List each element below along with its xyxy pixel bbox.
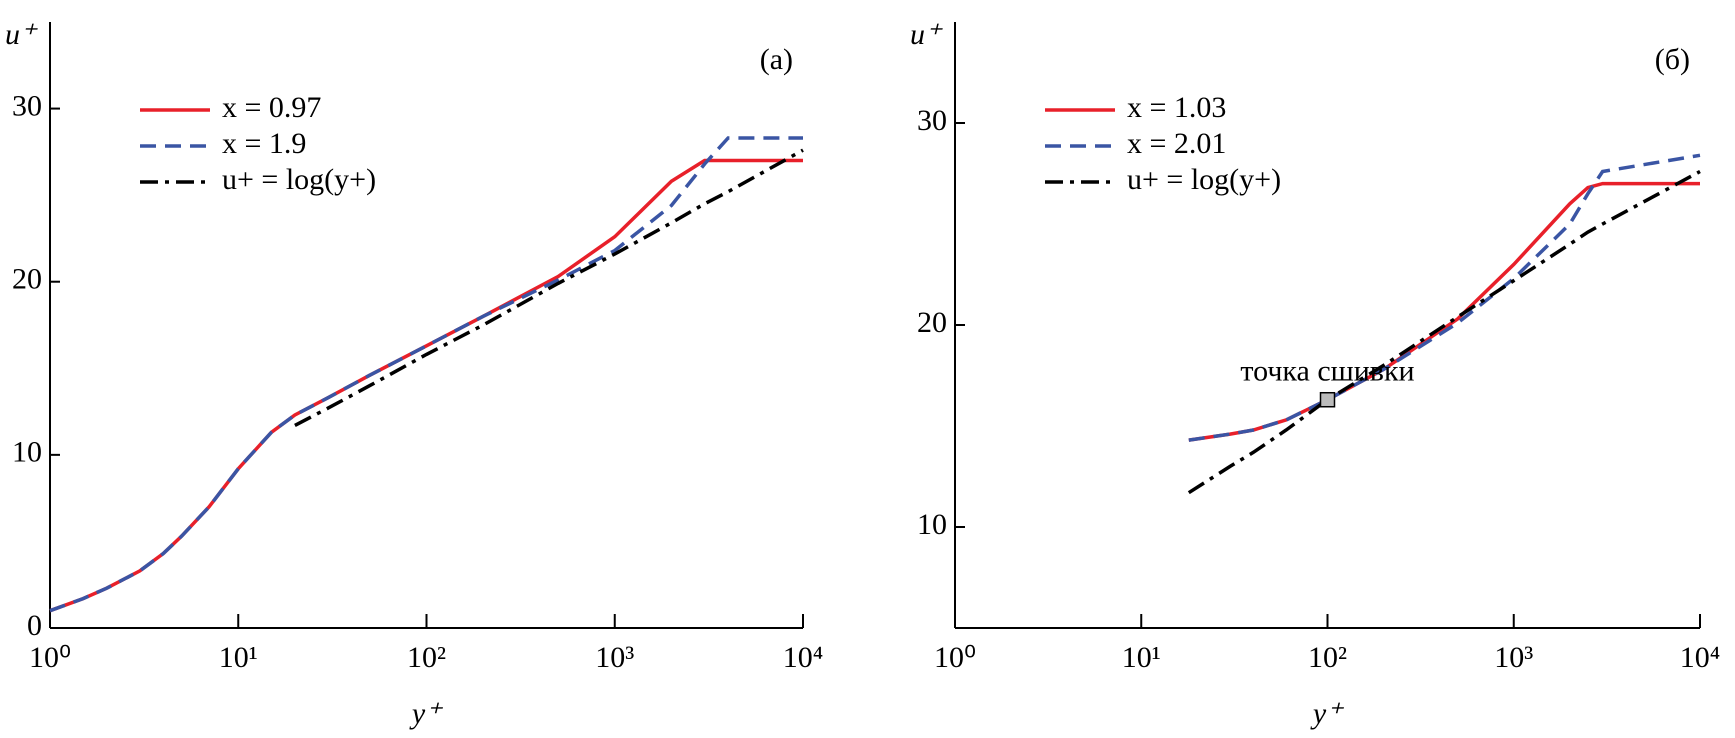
- series-line: [1188, 181, 1700, 442]
- series-line: [49, 158, 803, 613]
- y-tick-label: 10: [12, 436, 42, 469]
- legend-label: x = 1.03: [1127, 91, 1226, 124]
- x-tick-label: 10¹: [1122, 641, 1161, 674]
- x-tick-label: 10³: [1494, 641, 1533, 674]
- y-tick-label: 30: [917, 104, 947, 137]
- annotation-marker: [1319, 391, 1336, 408]
- panel-label: (а): [760, 43, 793, 76]
- x-tick-label: 10¹: [219, 641, 258, 674]
- y-tick-label: 30: [12, 89, 42, 122]
- series-line: [1187, 169, 1701, 495]
- y-tick-label: 20: [917, 306, 947, 339]
- legend-label: x = 2.01: [1127, 127, 1226, 160]
- legend-label: u+ = log(y+): [222, 163, 376, 196]
- y-tick-label: 10: [917, 508, 947, 541]
- annotation-text: точка сшивки: [1240, 355, 1414, 388]
- series-line: [294, 148, 804, 427]
- x-tick-label: 10²: [1308, 641, 1347, 674]
- x-tick-label: 10²: [407, 641, 446, 674]
- x-tick-label: 10⁰: [29, 641, 71, 674]
- x-axis-label: y⁺: [1310, 697, 1344, 730]
- series-line: [49, 136, 803, 613]
- legend-label: x = 1.9: [222, 127, 306, 160]
- x-tick-label: 10⁴: [1680, 641, 1720, 674]
- y-axis-label: u⁺: [5, 18, 38, 51]
- series-line: [1188, 153, 1701, 442]
- x-axis-label: y⁺: [409, 697, 443, 730]
- y-tick-label: 0: [27, 609, 42, 642]
- legend-label: u+ = log(y+): [1127, 163, 1281, 196]
- y-axis-label: u⁺: [910, 18, 943, 51]
- x-tick-label: 10⁴: [783, 641, 823, 674]
- y-tick-label: 20: [12, 263, 42, 296]
- legend-label: x = 0.97: [222, 91, 321, 124]
- panel-label: (б): [1655, 43, 1690, 76]
- x-tick-label: 10⁰: [934, 641, 976, 674]
- x-tick-label: 10³: [595, 641, 634, 674]
